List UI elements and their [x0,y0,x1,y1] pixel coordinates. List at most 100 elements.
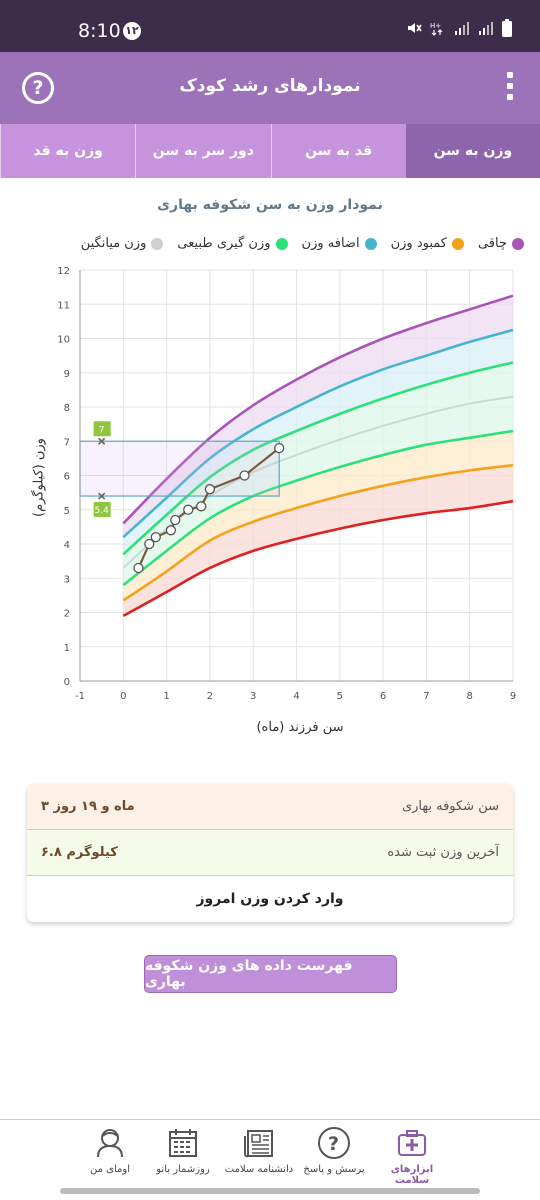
legend-item-overweight[interactable]: اضافه وزن [302,236,377,251]
chart-tabs: وزن به سن قد به سن دور سر به سن وزن به ق… [0,124,540,178]
medical-kit-icon [395,1126,429,1160]
range-label-text: 5.4 [94,506,109,516]
nav-profile[interactable]: اومای من [70,1126,150,1175]
nav-label: اومای من [90,1164,130,1175]
home-indicator [60,1188,480,1194]
bottom-nav: ابزارهای سلامت ? پرسش و پاسخ دانشنامه سل… [0,1119,540,1186]
svg-text:H+: H+ [430,22,441,30]
hplus-icon: H+ [430,20,446,40]
band-normal_upper [123,362,514,568]
x-tick-label: -1 [75,691,85,702]
legend-dot [364,237,377,250]
curve-obese [122,294,514,525]
curve-underweight [122,463,514,602]
x-axis-label: سن فرزند (ماه) [256,720,344,735]
legend-item-average[interactable]: وزن میانگین [81,236,164,251]
summary-card: ۳ ماه و ۱۹ روز سن شکوفه بهاری ۶.۸ کیلوگر… [27,784,513,922]
y-tick-label: 8 [64,403,70,414]
enter-weight-button[interactable]: وارد کردن وزن امروز [196,891,344,907]
y-tick-label: 0 [64,677,70,688]
y-tick-label: 12 [57,266,70,277]
x-tick-label: 5 [337,691,343,702]
y-tick-label: 9 [64,369,70,380]
legend-label: وزن گیری طبیعی [177,236,271,251]
weight-value: ۶.۸ کیلوگرم [41,845,118,860]
help-icon[interactable]: ? [22,72,54,104]
child-weight-point [239,470,250,481]
legend-item-obese[interactable]: چاقی [478,236,524,251]
y-tick-label: 7 [64,437,70,448]
legend-label: کمبود وزن [390,236,447,251]
tab-weight-for-height[interactable]: وزن به قد [0,124,135,178]
notification-badge: ۱۲ [123,22,141,40]
question-icon: ? [317,1126,351,1160]
band-average [123,396,514,586]
tab-weight-for-age[interactable]: وزن به سن [405,124,540,178]
child-weight-point [204,484,216,495]
band-obese [123,295,514,538]
y-tick-label: 5 [64,506,70,517]
svg-text:?: ? [328,1133,339,1155]
y-axis-label-text: وزن (کیلوگرم) [31,438,47,517]
legend-dot [512,237,524,250]
x-tick-label: 6 [380,691,386,702]
tab-head-circumference[interactable]: دور سر به سن [135,124,270,178]
y-tick-label: 4 [64,540,70,551]
child-weight-point [170,514,181,526]
y-axis-label: وزن (کیلوگرم) [6,420,66,540]
nav-label: ابزارهای سلامت [390,1164,434,1186]
y-tick-label: 3 [64,574,70,585]
tab-height-for-age[interactable]: قد به سن [270,124,406,178]
curve-severe [122,499,514,618]
x-tick-label: 4 [293,691,299,702]
y-tick-label: 2 [64,609,70,620]
y-tick-label: 6 [64,472,70,483]
weight-list-button[interactable]: فهرست داده های وزن شکوفه بهاری [144,955,397,993]
app-bar: ? نمودارهای رشد کودک [0,52,540,124]
nav-encyclopedia[interactable]: دانشنامه سلامت [219,1126,299,1175]
legend-label: چاقی [477,236,507,251]
curve-normal_upper [122,361,514,556]
x-tick-label: 0 [120,691,126,702]
signal-icon-2 [478,20,494,40]
age-row: ۳ ماه و ۱۹ روز سن شکوفه بهاری [27,784,513,830]
chart-title: نمودار وزن به سن شکوفه بهاری [157,197,383,213]
legend-label: وزن میانگین [80,236,147,251]
battery-icon [502,19,512,41]
child-weight-point [196,501,207,512]
age-label: سن شکوفه بهاری [401,799,499,814]
age-value: ۳ ماه و ۱۹ روز [41,799,135,814]
child-weight-point [165,525,177,536]
range-label-badge [93,421,111,437]
child-weight-point [144,538,155,550]
x-tick-label: 8 [467,691,473,702]
nav-health-tools[interactable]: ابزارهای سلامت [372,1126,452,1186]
mute-icon [406,20,422,40]
chart-legend: چاقی کمبود وزن اضافه وزن وزن گیری طبیعی … [81,236,524,251]
status-bar: 8:10 ۱۲ H+ [0,0,540,52]
more-vert-icon[interactable] [506,72,514,106]
nav-calendar[interactable]: روزشمار بانو [143,1126,223,1175]
weight-row: ۶.۸ کیلوگرم آخرین وزن ثبت شده [27,830,513,876]
nav-label: دانشنامه سلامت [224,1164,294,1175]
y-tick-label: 10 [57,335,70,346]
range-label-badge [93,502,111,518]
legend-dot [451,237,464,250]
nav-questions[interactable]: ? پرسش و پاسخ [294,1126,374,1175]
y-tick-label: 1 [64,643,70,654]
nav-label: پرسش و پاسخ [303,1164,365,1175]
nav-label: روزشمار بانو [156,1164,210,1175]
legend-item-underweight[interactable]: کمبود وزن [391,236,464,251]
signal-icon-1 [454,20,470,40]
x-tick-label: 7 [423,691,429,702]
newspaper-icon [242,1126,276,1160]
x-tick-label: 9 [510,691,516,702]
legend-item-normal[interactable]: وزن گیری طبیعی [177,236,288,251]
curve-normal_lower [122,429,514,587]
range-box [79,440,280,497]
range-marker [98,437,106,445]
x-tick-label: 3 [250,691,256,702]
band-normal_lower [123,430,514,601]
status-time: 8:10 [78,20,121,42]
